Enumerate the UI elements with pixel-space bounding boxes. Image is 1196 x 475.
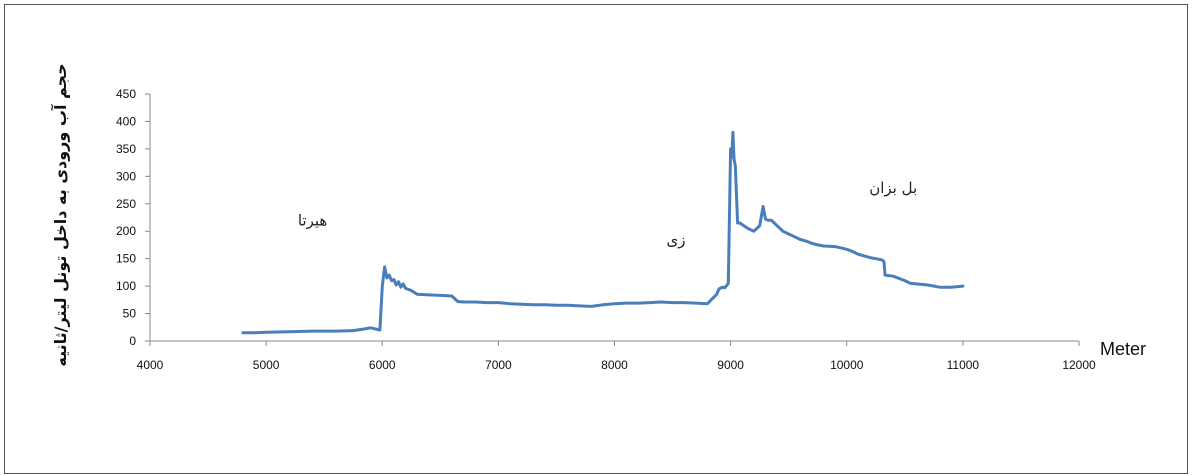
- chart-frame: [4, 4, 1188, 474]
- annotation-label: زی: [667, 231, 686, 249]
- series-line: [241, 130, 965, 335]
- y-ticks: 0 50 100 150 200 250 300 350 400 450: [116, 87, 150, 348]
- y-tick-label: 250: [116, 197, 136, 211]
- x-tick-label: 4000: [137, 358, 164, 372]
- y-tick-label: 0: [129, 334, 136, 348]
- y-tick-label: 400: [116, 114, 136, 128]
- series-group: [241, 130, 965, 335]
- y-tick-label: 300: [116, 169, 136, 183]
- y-tick-label: 50: [123, 307, 137, 321]
- annotation-label: هیرتا: [298, 212, 328, 230]
- x-axis-label: Meter: [1100, 339, 1146, 359]
- x-ticks: 4000 5000 6000 7000 8000 9000 10000 11000 12000: [137, 341, 1096, 372]
- annotation-label: بل بزان: [869, 179, 917, 197]
- annotations: هیرتا زی بل بزان: [298, 179, 917, 249]
- x-tick-label: 9000: [717, 358, 744, 372]
- y-axis-label-group: حجم آب ورودی به داخل تونل لیتر/ثانیه: [50, 63, 70, 366]
- x-tick-label: 11000: [947, 358, 980, 372]
- y-tick-label: 100: [116, 279, 136, 293]
- x-tick-label: 7000: [485, 358, 512, 372]
- y-axis-label: حجم آب ورودی به داخل تونل لیتر/ثانیه: [50, 63, 70, 366]
- y-tick-label: 450: [116, 87, 136, 101]
- x-tick-label: 10000: [830, 358, 864, 372]
- y-tick-label: 200: [116, 224, 136, 238]
- x-tick-label: 12000: [1062, 358, 1096, 372]
- y-tick-label: 350: [116, 142, 136, 156]
- x-tick-label: 5000: [253, 358, 280, 372]
- y-tick-label: 150: [116, 252, 136, 266]
- x-tick-label: 8000: [601, 358, 628, 372]
- x-tick-label: 6000: [369, 358, 396, 372]
